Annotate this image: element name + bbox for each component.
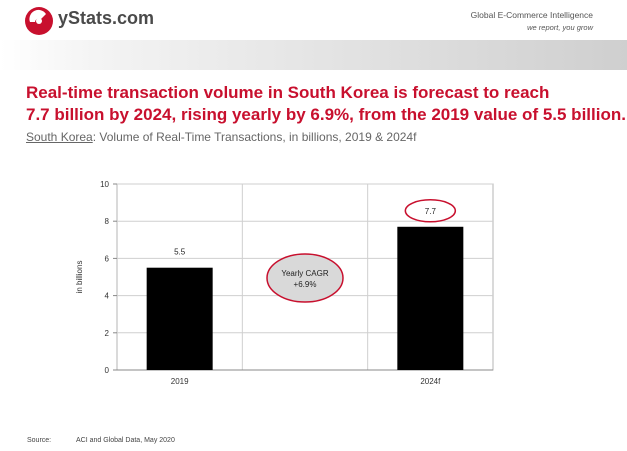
data-label: 5.5: [174, 248, 186, 257]
headline-line-1: Real-time transaction volume in South Ko…: [26, 83, 550, 102]
cagr-label: Yearly CAGR: [281, 269, 329, 278]
y-tick-label: 10: [100, 180, 109, 189]
x-tick-label: 2024f: [420, 377, 441, 386]
cagr-ellipse: [266, 253, 344, 303]
bar: [146, 267, 213, 370]
subtitle-country: South Korea: [26, 130, 93, 144]
y-tick-label: 2: [105, 329, 110, 338]
y-tick-label: 4: [105, 292, 110, 301]
header-decor-band: [0, 40, 627, 70]
x-tick-label: 2019: [171, 377, 189, 386]
y-tick-label: 0: [105, 366, 110, 375]
highlight-ellipse: [404, 199, 457, 223]
y-axis-label: in billions: [75, 261, 84, 294]
data-label: 7.7: [425, 207, 437, 216]
page-headline: Real-time transaction volume in South Ko…: [26, 82, 626, 126]
y-tick-label: 6: [105, 254, 110, 263]
cagr-value: +6.9%: [294, 280, 317, 289]
bar: [397, 226, 464, 370]
subtitle-text: : Volume of Real-Time Transactions, in b…: [92, 130, 417, 144]
brand-name[interactable]: yStats.com: [58, 8, 155, 28]
header-bar: yStats.com Global E-Commerce Intelligenc…: [0, 0, 627, 40]
tagline-slogan: we report, you grow: [527, 23, 593, 32]
tagline: Global E-Commerce Intelligence: [470, 10, 593, 20]
chart-subtitle: South Korea: Volume of Real-Time Transac…: [26, 130, 416, 144]
ystats-logo-icon: [25, 7, 53, 35]
source-text: ACI and Global Data, May 2020: [76, 437, 175, 444]
y-tick-label: 8: [105, 217, 110, 226]
headline-line-2: 7.7 billion by 2024, rising yearly by 6.…: [26, 105, 626, 124]
source-label: Source:: [27, 437, 52, 444]
